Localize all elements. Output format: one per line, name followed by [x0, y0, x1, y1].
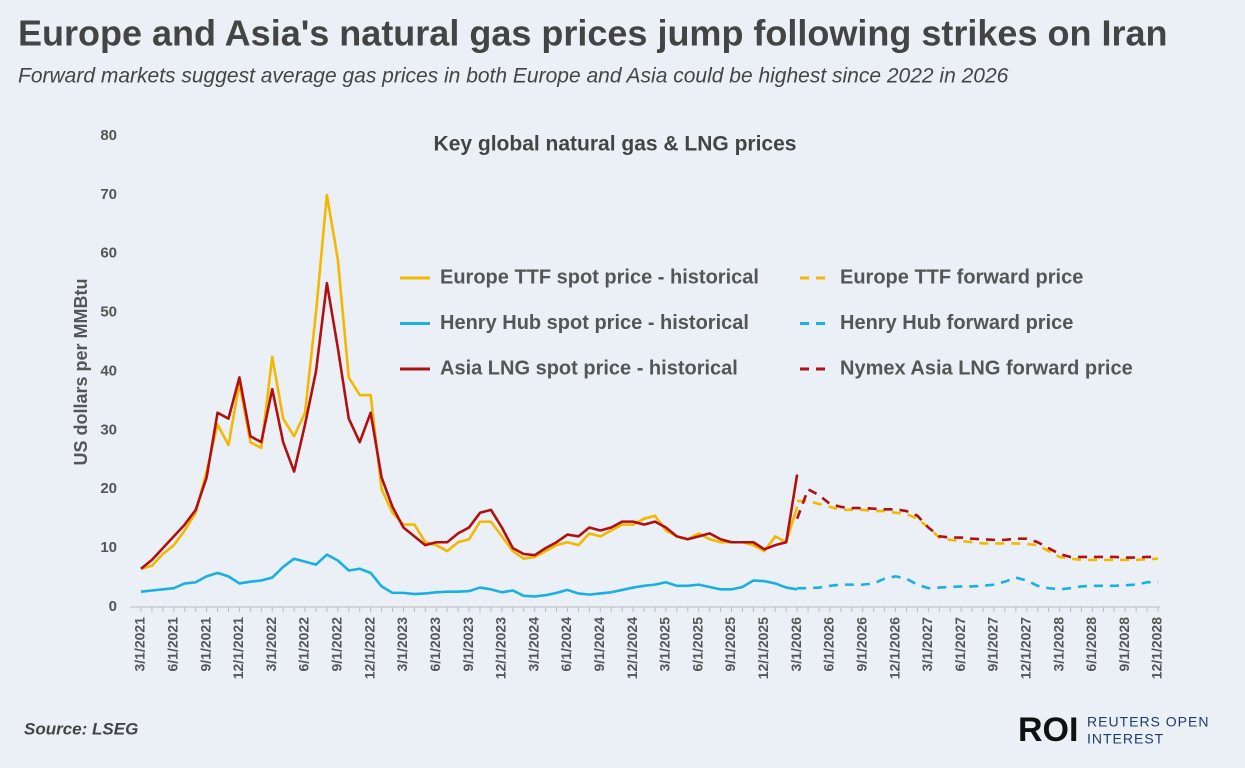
- y-tick-label: 60: [100, 245, 117, 262]
- legend-label: Europe TTF forward price: [840, 266, 1083, 288]
- x-tick-label: 3/1/2024: [525, 617, 541, 672]
- brand-line: REUTERS OPEN: [1087, 714, 1209, 730]
- x-tick-label: 3/1/2025: [657, 617, 673, 672]
- y-tick-label: 50: [100, 304, 117, 321]
- x-tick-label: 9/1/2023: [460, 617, 476, 672]
- x-tick-label: 12/1/2024: [624, 617, 640, 679]
- x-tick-label: 12/1/2028: [1149, 617, 1165, 679]
- series-line: [797, 575, 1159, 591]
- x-tick-label: 6/1/2025: [689, 617, 705, 672]
- x-tick-label: 12/1/2027: [1017, 617, 1033, 679]
- legend-label: Henry Hub forward price: [840, 312, 1073, 334]
- series-line: [795, 487, 1158, 559]
- chart-title: Europe and Asia's natural gas prices jum…: [18, 13, 1168, 54]
- x-tick-label: 12/1/2026: [886, 617, 902, 679]
- x-tick-label: 6/1/2028: [1083, 617, 1099, 672]
- x-tick-label: 9/1/2025: [722, 617, 738, 672]
- x-tick-label: 9/1/2022: [329, 617, 345, 672]
- plot-title: Key global natural gas & LNG prices: [434, 133, 797, 156]
- x-tick-label: 9/1/2027: [985, 617, 1001, 672]
- x-tick-label: 6/1/2027: [952, 617, 968, 672]
- y-tick-label: 0: [109, 598, 117, 615]
- x-tick-label: 6/1/2026: [821, 617, 837, 672]
- y-tick-label: 40: [100, 362, 117, 379]
- y-tick-label: 80: [100, 127, 117, 144]
- brand-line: INTEREST: [1087, 731, 1164, 747]
- y-tick-label: 20: [100, 480, 117, 497]
- x-tick-label: 6/1/2024: [558, 617, 574, 672]
- x-tick-label: 12/1/2025: [755, 617, 771, 679]
- x-tick-label: 3/1/2021: [132, 617, 148, 672]
- x-tick-label: 9/1/2024: [591, 617, 607, 672]
- y-tick-label: 70: [100, 186, 117, 203]
- legend-label: Henry Hub spot price - historical: [440, 312, 749, 334]
- x-tick-label: 12/1/2021: [230, 617, 246, 679]
- x-tick-label: 6/1/2022: [296, 617, 312, 672]
- y-axis-label: US dollars per MMBtu: [71, 278, 91, 465]
- x-tick-label: 6/1/2021: [165, 617, 181, 672]
- legend-label: Nymex Asia LNG forward price: [840, 357, 1133, 379]
- legend-label: Asia LNG spot price - historical: [440, 357, 738, 379]
- source: Source: LSEG: [24, 719, 138, 738]
- chart-subtitle: Forward markets suggest average gas pric…: [18, 65, 1009, 88]
- x-tick-label: 12/1/2023: [493, 617, 509, 679]
- series-line: [140, 281, 799, 570]
- x-tick-label: 9/1/2021: [197, 617, 213, 672]
- x-tick-label: 3/1/2026: [788, 617, 804, 672]
- x-tick-label: 12/1/2022: [361, 617, 377, 679]
- x-tick-label: 3/1/2027: [919, 617, 935, 672]
- brand-logo: ROI: [1018, 711, 1078, 749]
- x-tick-label: 3/1/2022: [263, 617, 279, 672]
- x-tick-label: 9/1/2026: [853, 617, 869, 672]
- x-tick-label: 9/1/2028: [1116, 617, 1132, 672]
- x-tick-label: 3/1/2028: [1050, 617, 1066, 672]
- y-tick-label: 10: [100, 539, 117, 556]
- legend-label: Europe TTF spot price - historical: [440, 266, 759, 288]
- y-tick-label: 30: [100, 421, 117, 438]
- x-tick-label: 6/1/2023: [427, 617, 443, 672]
- series-line: [140, 553, 798, 598]
- x-tick-label: 3/1/2023: [394, 617, 410, 672]
